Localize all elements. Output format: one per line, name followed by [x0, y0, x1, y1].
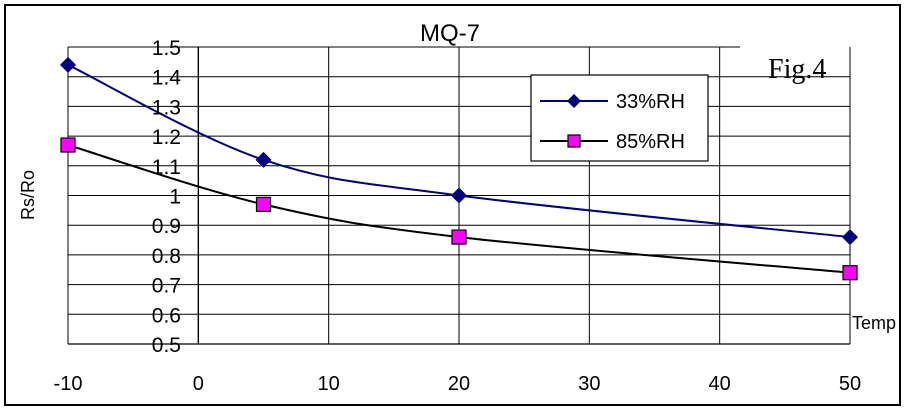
- y-tick-label: 1.3: [152, 96, 181, 119]
- series-layer: [60, 56, 858, 281]
- y-tick-label: 0.9: [152, 215, 181, 238]
- data-point-diamond: [842, 229, 858, 246]
- chart-title: MQ-7: [420, 20, 480, 47]
- y-tick-label: 1.2: [152, 126, 181, 149]
- chart-frame: [4, 4, 901, 406]
- legend: 33%RH 85%RH: [530, 74, 709, 162]
- data-point-diamond: [60, 56, 76, 73]
- legend-marker-85rh: [567, 134, 581, 148]
- x-tick-label: 50: [839, 373, 861, 395]
- figure-annotation: Fig.4: [768, 54, 826, 85]
- series-line-0: [67, 63, 851, 239]
- y-tick-label: 1.5: [152, 37, 181, 60]
- x-tick-label: 40: [709, 373, 731, 395]
- x-tick-label: 20: [448, 373, 470, 395]
- y-tick-label: 0.8: [152, 245, 181, 268]
- label-layer: 0.5 0.6 0.7 0.8 0.9 1 1.1 1.2 1.3 1.4 1.5 -10 0 10 20 3…: [54, 37, 862, 395]
- legend-label-85rh: 85%RH: [616, 131, 685, 153]
- x-tick-label: -10: [54, 373, 83, 395]
- legend-box: [530, 74, 709, 162]
- data-point-square: [60, 137, 76, 153]
- x-tick-label: 0: [193, 373, 204, 395]
- y-tick-label: 1.4: [152, 67, 182, 90]
- data-point-diamond: [255, 151, 272, 168]
- y-axis-label: Rs/Ro: [18, 170, 38, 220]
- legend-marker-33rh: [567, 94, 581, 108]
- data-point-diamond: [451, 187, 467, 204]
- legend-label-33rh: 33%RH: [616, 91, 685, 113]
- y-tick-label: 0.7: [152, 275, 181, 298]
- y-tick-label: 0.5: [152, 334, 181, 357]
- data-point-square: [255, 196, 272, 213]
- data-point-square: [451, 229, 467, 245]
- y-tick-label: 1: [169, 186, 181, 209]
- series-line-1: [67, 144, 851, 274]
- x-tick-label: 10: [318, 373, 340, 395]
- y-tick-label: 0.6: [152, 304, 181, 327]
- data-point-square: [842, 265, 858, 281]
- y-tick-label: 1.1: [152, 156, 181, 179]
- axis-layer: [68, 47, 850, 345]
- x-axis-label: Temp: [852, 313, 896, 333]
- x-tick-label: 30: [578, 373, 600, 395]
